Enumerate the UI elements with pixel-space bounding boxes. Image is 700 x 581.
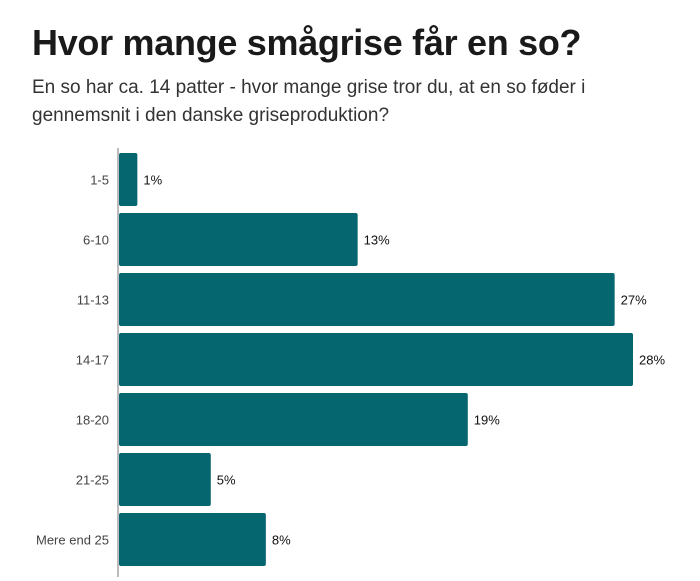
- bar: [119, 453, 211, 506]
- value-label: 8%: [272, 533, 291, 548]
- bar: [119, 213, 358, 266]
- value-label: 19%: [474, 413, 500, 428]
- bar: [119, 273, 615, 326]
- value-label: 13%: [364, 233, 390, 248]
- bar: [119, 153, 138, 206]
- value-label: 27%: [621, 293, 647, 308]
- category-label: 11-13: [77, 293, 109, 308]
- bar: [119, 333, 633, 386]
- value-label: 28%: [639, 353, 665, 368]
- bar: [119, 393, 468, 446]
- value-label: 5%: [217, 473, 236, 488]
- chart-subtitle: En so har ca. 14 patter - hvor mange gri…: [32, 77, 586, 126]
- category-label: 21-25: [76, 473, 109, 488]
- category-label: 6-10: [83, 233, 109, 248]
- category-label: Mere end 25: [36, 533, 109, 548]
- category-label: 18-20: [76, 413, 109, 428]
- value-label: 1%: [143, 173, 162, 188]
- chart-title: Hvor mange smågrise får en so?: [32, 22, 582, 63]
- category-label: 1-5: [90, 173, 109, 188]
- category-label: 14-17: [76, 353, 109, 368]
- bar: [119, 513, 266, 566]
